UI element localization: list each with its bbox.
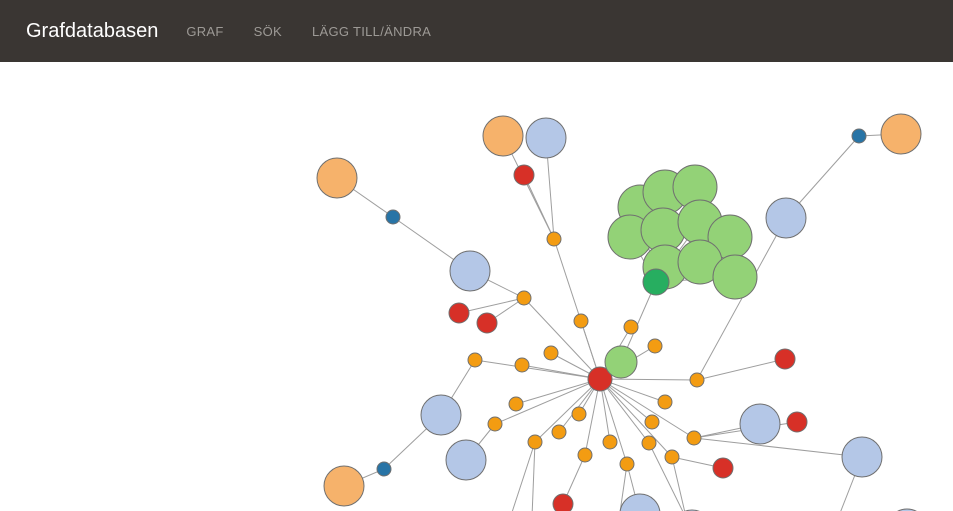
graph-node[interactable] <box>526 118 566 158</box>
graph-edge <box>524 298 600 379</box>
graph-node[interactable] <box>648 339 662 353</box>
graph-node[interactable] <box>645 415 659 429</box>
graph-node[interactable] <box>642 436 656 450</box>
graph-node[interactable] <box>572 407 586 421</box>
graph-node[interactable] <box>477 313 497 333</box>
graph-node[interactable] <box>528 435 542 449</box>
nav-item-lagg-till[interactable]: LÄGG TILL/ÄNDRA <box>312 24 431 39</box>
graph-edge <box>500 442 535 511</box>
graph-node[interactable] <box>852 129 866 143</box>
graph-node[interactable] <box>658 395 672 409</box>
graph-node[interactable] <box>766 198 806 238</box>
graph-node[interactable] <box>483 116 523 156</box>
graph-node[interactable] <box>377 462 391 476</box>
graph-edge <box>600 379 627 464</box>
navbar: Grafdatabasen GRAF SÖK LÄGG TILL/ÄNDRA <box>0 0 953 62</box>
graph-node[interactable] <box>574 314 588 328</box>
graph-node[interactable] <box>450 251 490 291</box>
graph-edge <box>530 442 535 511</box>
graph-node[interactable] <box>446 440 486 480</box>
graph-node[interactable] <box>665 450 679 464</box>
graph-node[interactable] <box>578 448 592 462</box>
graph-node[interactable] <box>740 404 780 444</box>
nav-item-graf[interactable]: GRAF <box>186 24 223 39</box>
graph-node[interactable] <box>881 114 921 154</box>
graph-node[interactable] <box>605 346 637 378</box>
graph-node[interactable] <box>509 397 523 411</box>
graph-node[interactable] <box>620 494 660 511</box>
graph-node[interactable] <box>713 458 733 478</box>
graph-node[interactable] <box>386 210 400 224</box>
graph-node[interactable] <box>553 494 573 511</box>
brand[interactable]: Grafdatabasen <box>26 20 158 43</box>
graph-node[interactable] <box>488 417 502 431</box>
graph-node[interactable] <box>624 320 638 334</box>
graph-edge <box>600 379 697 380</box>
graph-node[interactable] <box>544 346 558 360</box>
graph-node[interactable] <box>449 303 469 323</box>
graph-node[interactable] <box>421 395 461 435</box>
graph-node[interactable] <box>690 373 704 387</box>
graph-node[interactable] <box>317 158 357 198</box>
nav-item-sok[interactable]: SÖK <box>254 24 282 39</box>
graph-node[interactable] <box>552 425 566 439</box>
graph-node[interactable] <box>603 435 617 449</box>
graph-node[interactable] <box>547 232 561 246</box>
graph-area[interactable] <box>0 62 953 511</box>
graph-node[interactable] <box>643 269 669 295</box>
graph-edge <box>600 379 694 438</box>
graph-node[interactable] <box>324 466 364 506</box>
graph-edge <box>672 457 696 511</box>
graph-node[interactable] <box>517 291 531 305</box>
graph-node[interactable] <box>775 349 795 369</box>
graph-node[interactable] <box>842 437 882 477</box>
graph-node[interactable] <box>687 431 701 445</box>
graph-node[interactable] <box>468 353 482 367</box>
graph-edge <box>697 359 785 380</box>
graph-edge <box>694 438 862 457</box>
graph-node[interactable] <box>713 255 757 299</box>
graph-node[interactable] <box>620 457 634 471</box>
graph-node[interactable] <box>515 358 529 372</box>
network-graph[interactable] <box>0 62 953 511</box>
graph-node[interactable] <box>787 412 807 432</box>
graph-node[interactable] <box>514 165 534 185</box>
